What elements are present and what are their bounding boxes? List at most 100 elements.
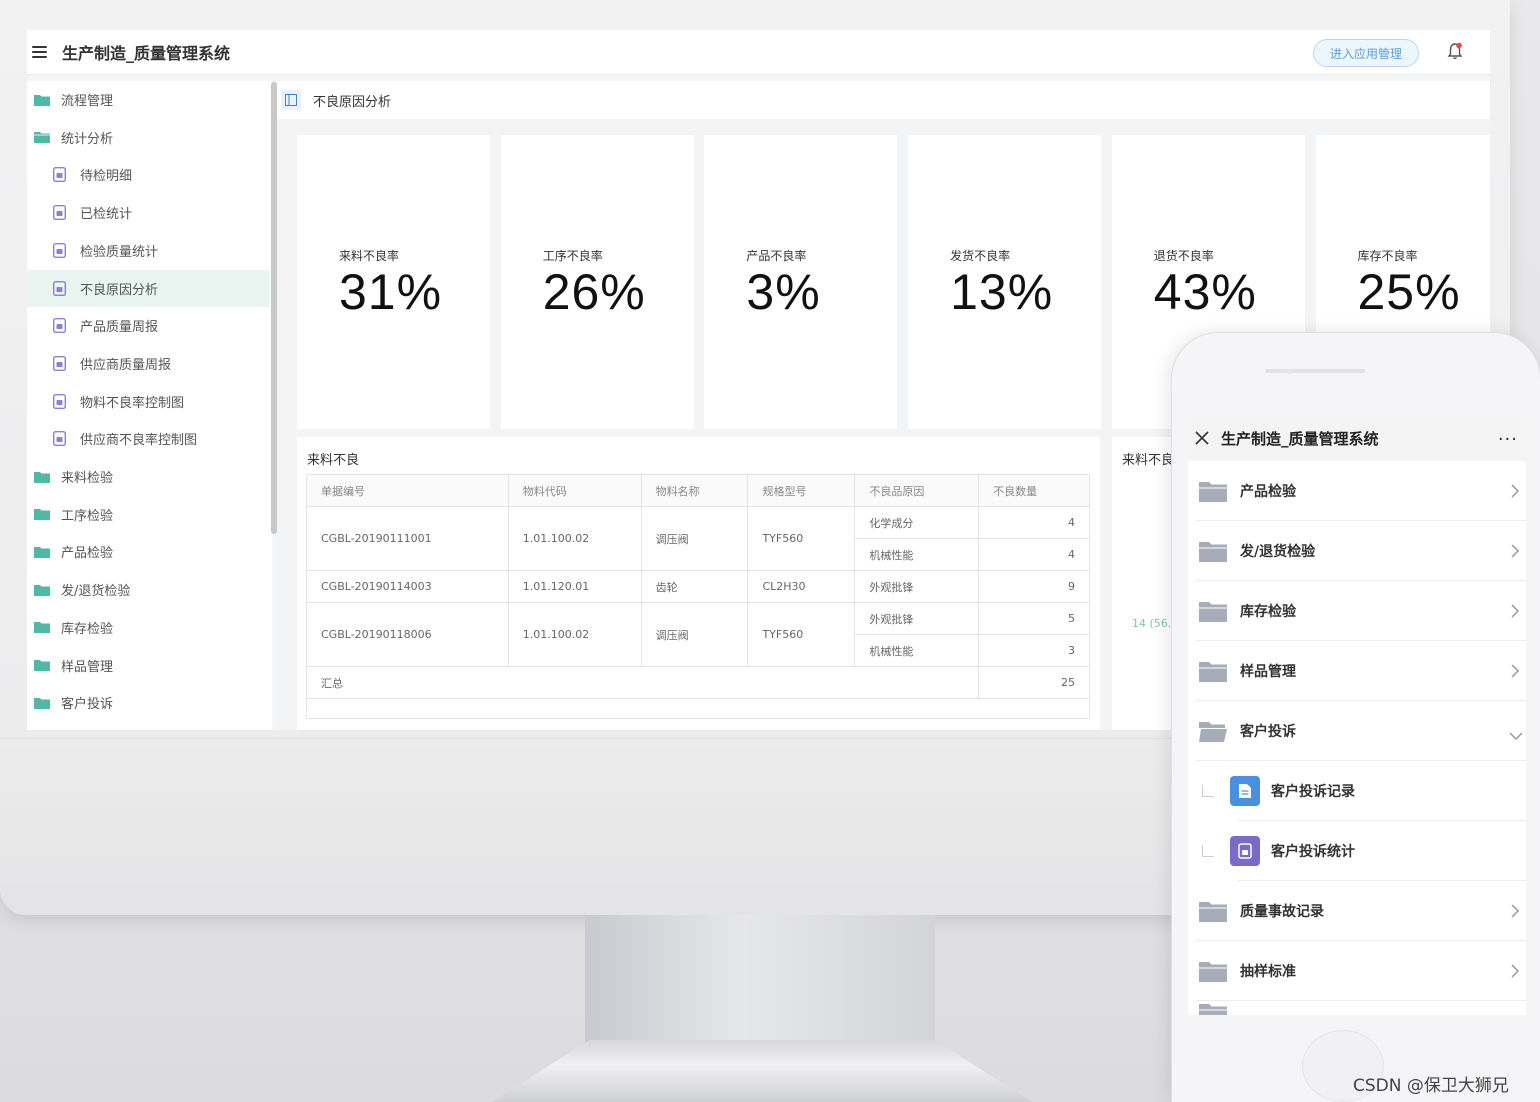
main-content: 不良原因分析 来料不良率 31% 工序不良率 26% 产品不良率 3% 发货不良率 13% 退货… (277, 81, 1490, 730)
panel-toggle-icon[interactable] (281, 90, 301, 110)
tree-line (1202, 845, 1214, 857)
mobile-title: 生产制造_质量管理系统 (1221, 429, 1379, 448)
divider (1238, 820, 1526, 821)
table-row[interactable]: CGBL-20190111001 1.01.100.02 调压阀 TYF560 化学成分… (306, 506, 1090, 571)
sidebar-item[interactable]: 供应商不良率控制图 (27, 420, 270, 457)
sidebar-item[interactable]: 不良原因分析 (27, 269, 270, 307)
more-icon[interactable]: ··· (1497, 429, 1518, 450)
chevron-right-icon (1510, 963, 1520, 979)
folder-icon (34, 546, 50, 558)
kpi-value: 13% (950, 264, 1054, 320)
table-cell: CGBL-20190111001 (306, 506, 509, 571)
table-row[interactable]: CGBL-20190114003 1.01.120.01 齿轮 CL2H30 外观批锋 9 (306, 570, 1090, 603)
report-icon (52, 355, 67, 371)
sidebar-item[interactable]: 工序检验 (27, 496, 270, 533)
mobile-menu-item[interactable]: 客户投诉 (1196, 701, 1526, 761)
mobile-menu-item[interactable]: 库存检验 (1196, 581, 1526, 641)
table-cell: 外观批锋 (854, 570, 980, 603)
sidebar-item[interactable]: 样品管理 (27, 647, 270, 684)
sidebar-item-label: 来料检验 (61, 471, 114, 486)
menu-icon[interactable] (32, 46, 47, 58)
table-cell: 4 (978, 538, 1090, 571)
total-value: 25 (978, 666, 1090, 699)
tab-defect-analysis[interactable]: 不良原因分析 (313, 94, 392, 110)
table-cell: CGBL-20190114003 (306, 570, 509, 603)
sidebar-item[interactable]: 物料不良率控制图 (27, 383, 270, 420)
mobile-menu-item[interactable]: 产品检验 (1196, 461, 1526, 521)
mobile-menu-item[interactable]: 样品管理 (1196, 641, 1526, 701)
close-icon[interactable] (1194, 430, 1210, 446)
sidebar-item[interactable]: 已检统计 (27, 194, 270, 231)
table-row[interactable]: 机械性能 4 (307, 538, 1090, 571)
mobile-item-label: 客户投诉记录 (1271, 784, 1355, 800)
report-icon (1230, 836, 1260, 866)
mobile-item-label: 产品检验 (1240, 483, 1296, 500)
sidebar-item[interactable]: 检验质量统计 (27, 232, 270, 269)
table-header-cell: 物料代码 (507, 474, 642, 507)
sidebar-item-label: 产品检验 (61, 546, 114, 562)
sidebar-item[interactable]: 待检明细 (27, 156, 270, 193)
sidebar-item-label: 检验质量统计 (80, 244, 159, 260)
mobile-menu-item-partial[interactable] (1196, 1001, 1526, 1015)
kpi-label: 来料不良率 (339, 249, 400, 263)
sidebar: 流程管理 统计分析待检明细已检统计检验质量统计不良原因分析 产品质量周报 供应商质量周… (27, 81, 272, 730)
chevron-right-icon (1510, 603, 1520, 619)
kpi-value: 31% (339, 264, 443, 320)
table-cell: 机械性能 (854, 634, 980, 667)
folder-icon (1199, 600, 1227, 622)
mobile-menu-item[interactable]: 抽样标准 (1196, 941, 1526, 1001)
mobile-menu-item[interactable]: 发/退货检验 (1196, 521, 1526, 581)
mobile-menu-item[interactable]: 质量事故记录 (1196, 881, 1526, 941)
sidebar-item[interactable]: 产品检验 (27, 533, 270, 570)
sidebar-scrollbar[interactable] (271, 82, 277, 534)
sidebar-item[interactable]: 流程管理 (27, 81, 270, 118)
chevron-right-icon (1510, 483, 1520, 499)
sidebar-item-label: 客户投诉 (61, 697, 114, 713)
home-button[interactable] (1302, 1030, 1384, 1102)
report-icon (52, 280, 67, 296)
mobile-subitem[interactable]: 客户投诉记录 (1196, 761, 1526, 821)
mobile-subitem[interactable]: 客户投诉统计 (1196, 821, 1526, 881)
sidebar-item-label: 发/退货检验 (61, 584, 131, 600)
folder-icon (1199, 480, 1227, 502)
phone-camera (1287, 369, 1293, 374)
table-cell: CL2H30 (747, 570, 856, 603)
monitor-chin (0, 738, 1510, 739)
folder-icon (34, 697, 50, 709)
folder-icon (34, 94, 50, 106)
sidebar-item[interactable]: 来料检验 (27, 458, 270, 495)
sidebar-item-label: 待检明细 (80, 169, 133, 185)
watermark: CSDN @保卫大狮兄 (1353, 1076, 1509, 1096)
table-cell: 5 (978, 602, 1090, 635)
kpi-label: 产品不良率 (746, 249, 807, 263)
report-icon (52, 205, 67, 221)
sidebar-item[interactable]: 库存检验 (27, 609, 270, 646)
folder-icon (34, 621, 50, 634)
table-header-cell: 规格型号 (747, 474, 856, 507)
enter-app-management-button[interactable]: 进入应用管理 (1313, 39, 1419, 67)
kpi-value: 43% (1153, 264, 1257, 320)
table-row[interactable]: CGBL-20190118006 1.01.100.02 调压阀 TYF560 外观批锋… (306, 602, 1090, 667)
folder-icon (34, 659, 50, 671)
sidebar-item[interactable]: 发/退货检验 (27, 571, 270, 608)
app-title: 生产制造_质量管理系统 (62, 44, 231, 63)
sidebar-item-label: 库存检验 (61, 621, 114, 637)
chevron-down-icon (1508, 726, 1524, 741)
mobile-item-label: 样品管理 (1240, 663, 1296, 680)
desktop-screen: 生产制造_质量管理系统 进入应用管理 流程管理 统计分析待检明细已检统计检验质量统… (27, 30, 1490, 730)
sidebar-item[interactable]: 供应商质量周报 (27, 345, 270, 382)
mobile-item-label: 客户投诉 (1240, 723, 1296, 740)
sidebar-item[interactable]: 产品质量周报 (27, 307, 270, 344)
table-cell: 1.01.100.02 (507, 602, 642, 667)
report-icon (52, 167, 67, 183)
table-cell: 调压阀 (640, 602, 749, 667)
bell-icon[interactable] (1447, 42, 1463, 60)
table-header-cell: 不良品原因 (854, 474, 980, 507)
folder-icon (1199, 1002, 1227, 1015)
panel-title: 来料不良 (1122, 453, 1175, 468)
sidebar-item[interactable]: 统计分析 (27, 119, 270, 156)
defect-table: 单据编号 物料代码 物料名称 规格型号 不良品原因 不良数量 CGBL-201901110… (305, 474, 1090, 719)
sidebar-item[interactable]: 客户投诉 (27, 684, 270, 721)
chevron-right-icon (1510, 543, 1520, 559)
table-cell: 1.01.100.02 (507, 506, 642, 571)
